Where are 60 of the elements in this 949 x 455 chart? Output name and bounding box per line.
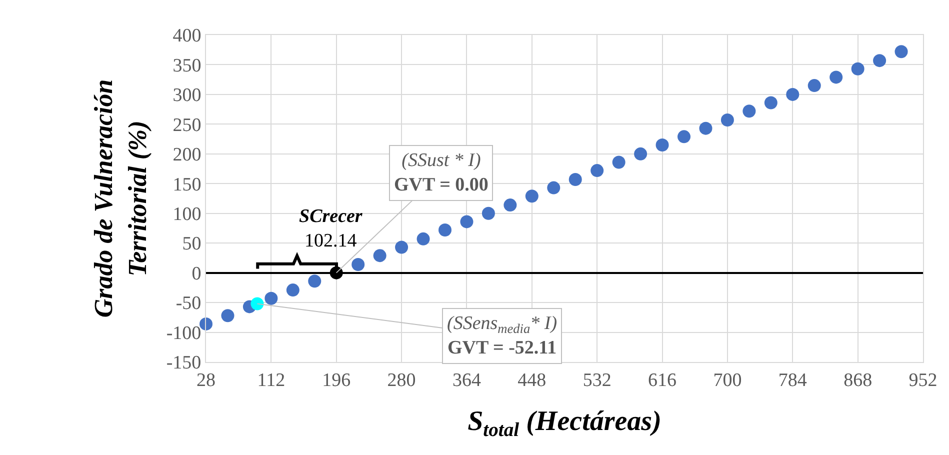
y-tick-label: 400 (172, 26, 202, 47)
point (221, 309, 234, 322)
x-tick-label: 448 (518, 370, 546, 391)
point (416, 232, 430, 246)
y-tick-label: -100 (166, 322, 202, 344)
point (634, 147, 648, 160)
point (547, 181, 560, 194)
annotation: SCrecer 102.14 (299, 206, 363, 252)
point (352, 258, 365, 271)
point (200, 317, 212, 330)
point (830, 70, 843, 84)
point (504, 198, 517, 212)
annotation: (SSens$_{media}$* I) GVT = -52.11 (447, 313, 558, 359)
y-tick-label: 300 (172, 85, 202, 106)
point (678, 130, 690, 144)
y-tick-label: -50 (176, 293, 202, 314)
point (525, 190, 538, 203)
point (873, 54, 886, 68)
x-tick-label: 280 (387, 370, 416, 391)
x-tick-label: 784 (778, 370, 808, 391)
x-tick-label: 700 (713, 370, 742, 391)
point (438, 224, 452, 237)
point (764, 96, 778, 110)
x-tick-label: 616 (648, 370, 677, 391)
point (460, 215, 474, 228)
point (851, 62, 864, 76)
point (786, 88, 800, 101)
point (250, 297, 264, 310)
x-tick-label: 532 (582, 370, 612, 391)
point (590, 164, 604, 178)
x-tick-label: 112 (257, 370, 286, 391)
point (656, 138, 669, 152)
y-tick-label: 0 (192, 263, 202, 284)
point (264, 292, 278, 305)
x-tick-label: 196 (322, 370, 351, 391)
point (308, 274, 322, 288)
y-axis-title: Grado de Vulneración Territorial (%) (88, 79, 152, 318)
y-tick-label: 50 (182, 234, 202, 255)
point (568, 172, 582, 186)
point (330, 266, 343, 280)
x-axis-title: S$_{total}$ (Hectáreas) (468, 406, 662, 441)
x-tick-label: 952 (908, 370, 938, 391)
y-tick-label: 150 (172, 174, 202, 196)
x-tick-label: 364 (452, 370, 482, 391)
point (612, 156, 626, 169)
point (286, 284, 300, 297)
point (482, 206, 495, 220)
point (808, 79, 821, 92)
point (395, 240, 408, 254)
y-tick-label: 200 (172, 144, 202, 166)
y-tick-label: 100 (172, 204, 202, 226)
point (373, 249, 386, 262)
y-tick-label: 250 (172, 114, 202, 136)
x-tick-label: 868 (844, 370, 872, 391)
point (720, 114, 734, 127)
point (742, 104, 756, 118)
y-tick-label: 350 (172, 55, 202, 76)
annotation: (SSust * I) GVT = 0.00 (394, 150, 488, 196)
point (699, 122, 712, 135)
point (894, 45, 908, 58)
